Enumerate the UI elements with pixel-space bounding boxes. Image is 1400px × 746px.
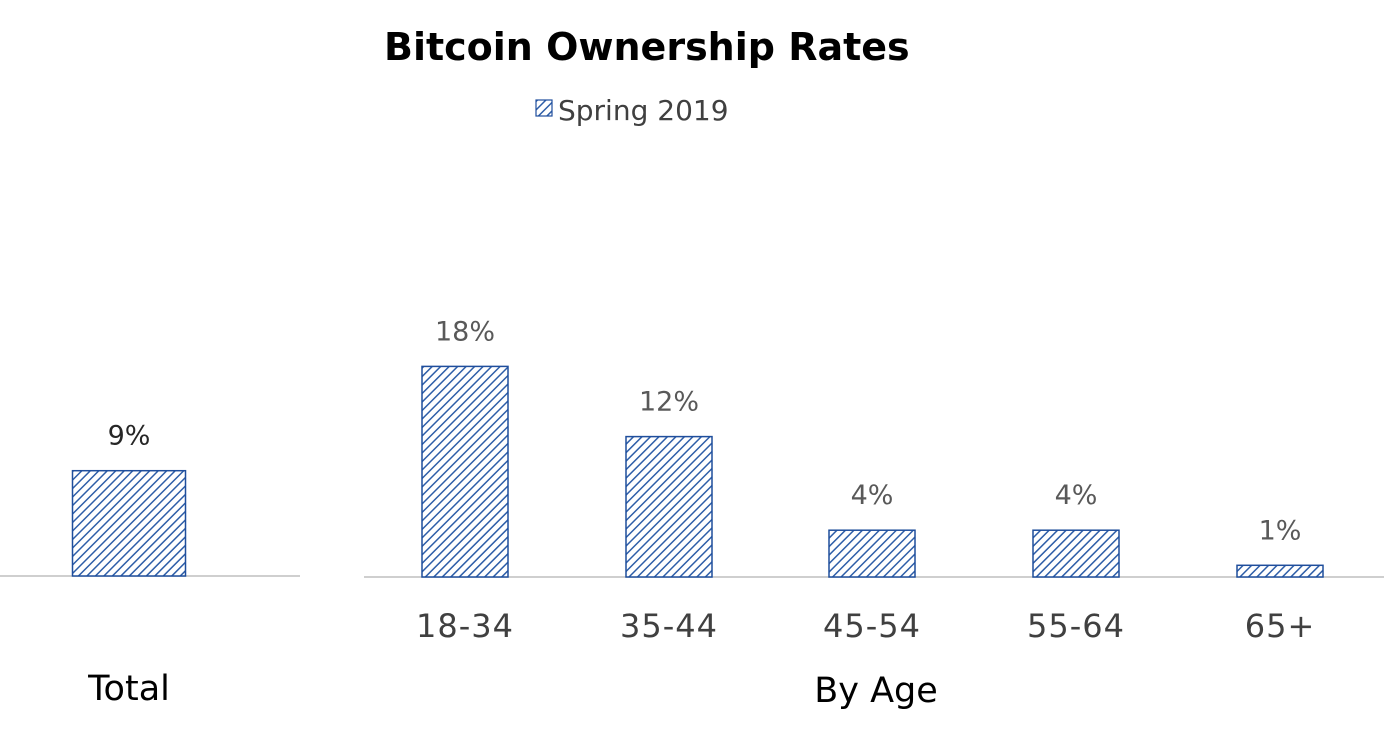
legend-label: Spring 2019: [558, 94, 729, 127]
tick-label-45-54: 45-54: [823, 607, 921, 645]
data-label-55-64: 4%: [1055, 480, 1098, 511]
data-label-18-34: 18%: [435, 316, 495, 347]
panel-age: 18% 18-34 12% 35-44 4% 45-54 4% 55-64 1% 65+: [364, 316, 1384, 645]
legend-swatch: [535, 99, 553, 117]
tick-label-55-64: 55-64: [1027, 607, 1125, 645]
panel-total: 9%: [0, 421, 300, 577]
bar-45-54: [828, 529, 916, 578]
group-label-total: Total: [87, 669, 170, 709]
data-label-65+: 1%: [1259, 515, 1302, 546]
bar-total: [71, 469, 187, 577]
tick-label-18-34: 18-34: [416, 607, 514, 645]
tick-label-35-44: 35-44: [620, 607, 718, 645]
legend: Spring 2019: [535, 94, 729, 127]
chart-title: Bitcoin Ownership Rates: [384, 25, 910, 69]
bar-35-44: [625, 435, 713, 578]
group-label-by-age: By Age: [814, 671, 938, 711]
data-label-35-44: 12%: [639, 387, 699, 418]
bar-18-34: [421, 365, 509, 578]
data-label-45-54: 4%: [851, 480, 894, 511]
bar-65+: [1236, 564, 1324, 578]
tick-label-65+: 65+: [1245, 607, 1316, 645]
data-label-total: 9%: [108, 421, 151, 452]
bar-55-64: [1032, 529, 1120, 578]
